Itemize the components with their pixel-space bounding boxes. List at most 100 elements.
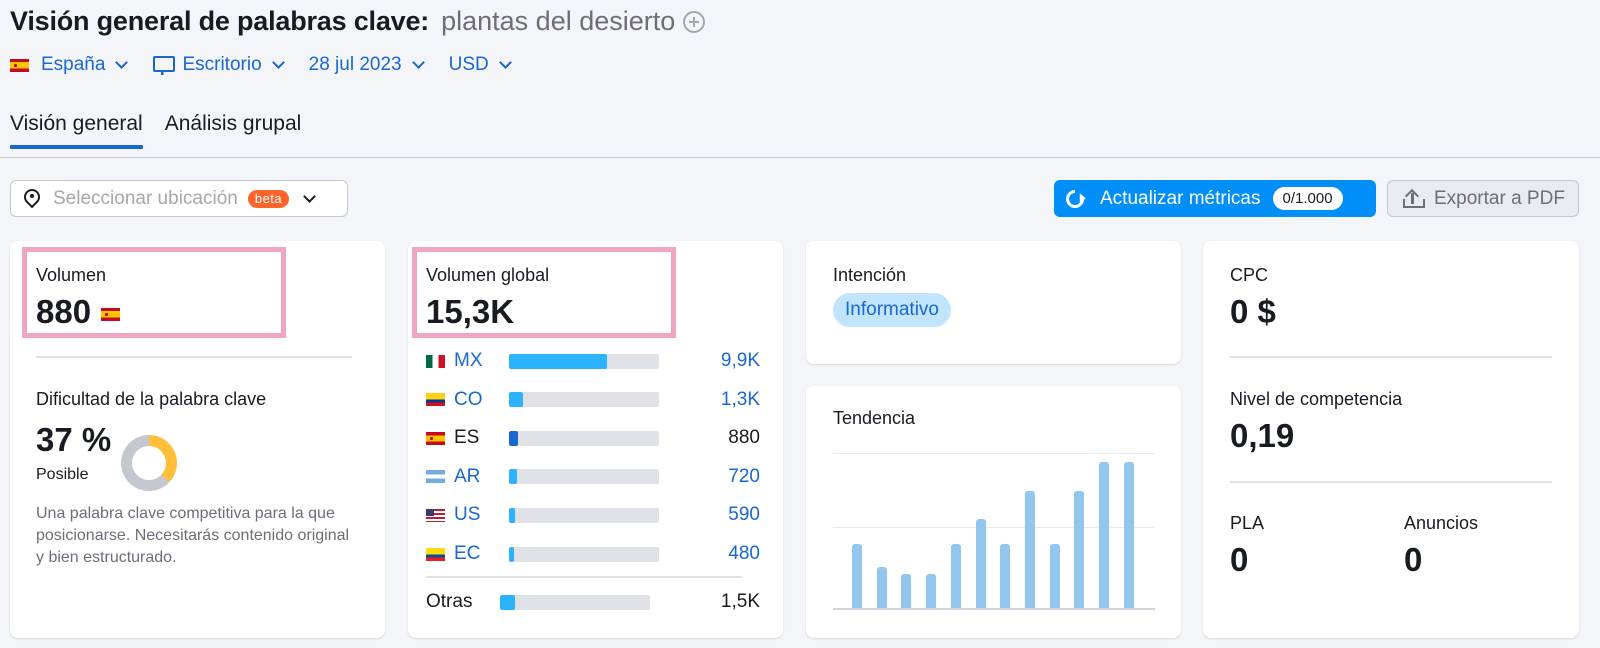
trend-bar[interactable] bbox=[1000, 543, 1011, 608]
trend-bar[interactable] bbox=[1123, 462, 1134, 608]
country-volume: 880 bbox=[728, 427, 760, 449]
beta-badge: beta bbox=[247, 189, 290, 208]
country-code[interactable]: MX bbox=[454, 350, 483, 371]
others-value: 1,5K bbox=[720, 591, 760, 612]
trend-bar[interactable] bbox=[1024, 491, 1035, 608]
trend-bar[interactable] bbox=[901, 574, 912, 608]
difficulty-donut-chart bbox=[121, 435, 177, 491]
trend-bar-chart bbox=[833, 453, 1155, 610]
chevron-down-icon bbox=[411, 56, 425, 69]
country-bar bbox=[509, 469, 659, 485]
pla-value: 0 bbox=[1230, 541, 1249, 578]
gridline bbox=[833, 527, 1155, 528]
country-row: CO 1,3K bbox=[426, 388, 760, 412]
es-flag-icon bbox=[426, 431, 445, 445]
ar-flag-icon bbox=[426, 470, 445, 484]
country-bar-fill bbox=[509, 392, 523, 408]
chart-baseline bbox=[833, 608, 1155, 610]
location-pin-icon bbox=[23, 188, 41, 210]
country-code[interactable]: US bbox=[454, 504, 481, 526]
page-header: Visión general de palabras clave: planta… bbox=[10, 6, 706, 37]
gridline bbox=[833, 453, 1155, 454]
trend-label: Tendencia bbox=[833, 408, 916, 428]
country-volume[interactable]: 480 bbox=[728, 543, 760, 564]
trend-bar[interactable] bbox=[926, 574, 937, 608]
pla-label: PLA bbox=[1230, 513, 1265, 533]
volume-value: 880 bbox=[36, 293, 92, 330]
filters-bar: España Escritorio 28 jul 2023 USD bbox=[10, 54, 536, 76]
country-bar-fill bbox=[509, 546, 514, 562]
intent-label: Intención bbox=[833, 265, 907, 285]
global-volume-value: 15,3K bbox=[426, 293, 515, 330]
country-volume[interactable]: 720 bbox=[728, 465, 760, 487]
country-filter[interactable]: España bbox=[10, 54, 129, 76]
country-bar-fill bbox=[509, 469, 517, 485]
others-row: Otras 1,5K bbox=[426, 590, 760, 614]
tab-analisis-grupal[interactable]: Análisis grupal bbox=[164, 112, 302, 135]
country-row: ES 880 bbox=[426, 426, 760, 450]
intent-badge: Informativo bbox=[833, 293, 951, 327]
device-filter[interactable]: Escritorio bbox=[152, 54, 285, 76]
difficulty-description: Una palabra clave competitiva para la qu… bbox=[36, 505, 350, 566]
keyword-title: plantas del desierto bbox=[441, 6, 676, 36]
date-filter[interactable]: 28 jul 2023 bbox=[309, 54, 425, 76]
highlight-box bbox=[22, 247, 286, 338]
country-code: ES bbox=[454, 427, 480, 449]
update-metrics-label: Actualizar métricas bbox=[1100, 187, 1261, 209]
volume-value-row: 880 bbox=[36, 293, 121, 331]
highlight-box bbox=[412, 247, 676, 338]
country-bar-fill bbox=[509, 353, 607, 369]
country-bar-fill bbox=[509, 430, 518, 446]
country-bar bbox=[509, 353, 659, 369]
tabs: Visión general Análisis grupal bbox=[10, 112, 302, 149]
trend-bar[interactable] bbox=[1099, 462, 1109, 608]
country-row: US 590 bbox=[426, 503, 760, 527]
chevron-down-icon bbox=[115, 56, 129, 69]
difficulty-rating: Posible bbox=[36, 466, 89, 483]
others-bar bbox=[500, 594, 650, 610]
country-volume[interactable]: 1,3K bbox=[720, 388, 760, 410]
trend-bar[interactable] bbox=[950, 543, 961, 608]
mx-flag-icon bbox=[426, 354, 445, 368]
competition-value: 0,19 bbox=[1230, 417, 1295, 454]
country-code[interactable]: AR bbox=[454, 465, 481, 487]
country-volume[interactable]: 9,9K bbox=[720, 350, 760, 371]
location-placeholder: Seleccionar ubicación bbox=[53, 187, 238, 209]
chevron-down-icon bbox=[498, 56, 512, 69]
plus-circle-icon[interactable] bbox=[683, 10, 706, 33]
country-volume[interactable]: 590 bbox=[728, 504, 760, 526]
page-title: Visión general de palabras clave: bbox=[10, 6, 430, 36]
country-filter-label: España bbox=[41, 54, 106, 75]
currency-filter-label: USD bbox=[448, 54, 489, 75]
trend-bar[interactable] bbox=[852, 543, 862, 608]
export-pdf-label: Exportar a PDF bbox=[1434, 187, 1565, 209]
country-code[interactable]: EC bbox=[454, 543, 481, 564]
others-bar-fill bbox=[500, 594, 515, 610]
trend-bar[interactable] bbox=[876, 567, 887, 608]
currency-filter[interactable]: USD bbox=[448, 54, 512, 76]
trend-bar[interactable] bbox=[1074, 491, 1085, 608]
country-bar bbox=[509, 507, 659, 523]
ads-label: Anuncios bbox=[1404, 513, 1479, 533]
country-row: EC 480 bbox=[426, 542, 760, 566]
competition-label: Nivel de competencia bbox=[1230, 389, 1403, 409]
export-pdf-button[interactable]: Exportar a PDF bbox=[1387, 180, 1579, 217]
tab-vision-general[interactable]: Visión general bbox=[10, 112, 143, 149]
co-flag-icon bbox=[426, 393, 445, 407]
difficulty-label: Dificultad de la palabra clave bbox=[36, 389, 267, 409]
location-select[interactable]: Seleccionar ubicación beta bbox=[10, 180, 348, 217]
difficulty-value: 37 % bbox=[36, 421, 112, 458]
desktop-icon bbox=[152, 55, 176, 76]
trend-card: Tendencia bbox=[806, 386, 1181, 638]
trend-bar[interactable] bbox=[975, 518, 986, 608]
spain-flag-icon bbox=[10, 58, 29, 72]
update-quota-badge: 0/1.000 bbox=[1272, 187, 1343, 210]
global-volume-label: Volumen global bbox=[426, 265, 550, 285]
update-metrics-button[interactable]: Actualizar métricas 0/1.000 bbox=[1054, 180, 1376, 217]
us-flag-icon bbox=[426, 508, 445, 522]
divider bbox=[1230, 356, 1552, 358]
country-row: MX 9,9K bbox=[426, 349, 760, 373]
trend-bar[interactable] bbox=[1049, 543, 1060, 608]
country-code[interactable]: CO bbox=[454, 388, 483, 410]
country-bar bbox=[509, 546, 659, 562]
